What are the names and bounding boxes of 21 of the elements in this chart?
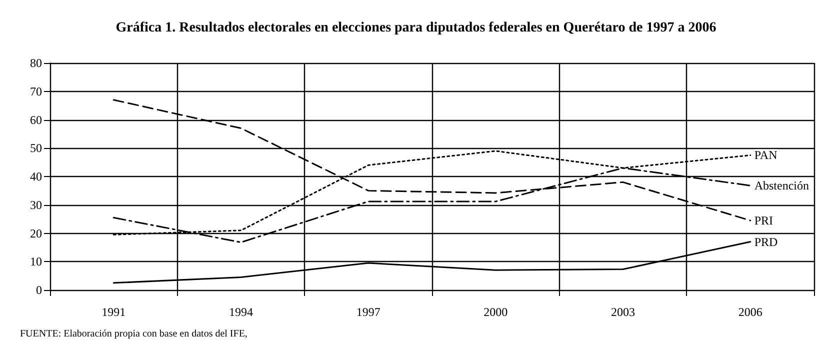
chart-title: Gráfica 1. Resultados electorales en elecciones para diputados federales en Querétaro de 1997 a 2006 bbox=[116, 20, 716, 36]
y-tick-label: 30 bbox=[30, 198, 42, 212]
x-tick-label: 1997 bbox=[356, 305, 380, 319]
y-tick-label: 70 bbox=[30, 84, 42, 98]
x-tick-label: 2006 bbox=[738, 305, 762, 319]
y-tick-label: 10 bbox=[30, 254, 42, 269]
series-label: PAN bbox=[754, 148, 778, 162]
x-tick-label: 1994 bbox=[229, 305, 253, 319]
y-tick-label: 80 bbox=[30, 56, 42, 70]
y-tick-label: 20 bbox=[30, 226, 42, 240]
x-tick-label: 2003 bbox=[611, 305, 635, 319]
y-tick-label: 50 bbox=[30, 141, 42, 156]
y-tick-label: 60 bbox=[30, 112, 42, 127]
y-tick-label: 0 bbox=[36, 283, 42, 297]
series-label: PRI bbox=[754, 213, 774, 228]
x-tick-label: 1991 bbox=[102, 305, 126, 319]
series-label: Abstención bbox=[754, 178, 809, 193]
x-tick-label: 2000 bbox=[484, 305, 508, 319]
source-note: FUENTE: Elaboración propia con base en datos del IFE, bbox=[20, 328, 248, 340]
series-label: PRD bbox=[754, 234, 778, 249]
y-tick-label: 40 bbox=[30, 170, 42, 184]
